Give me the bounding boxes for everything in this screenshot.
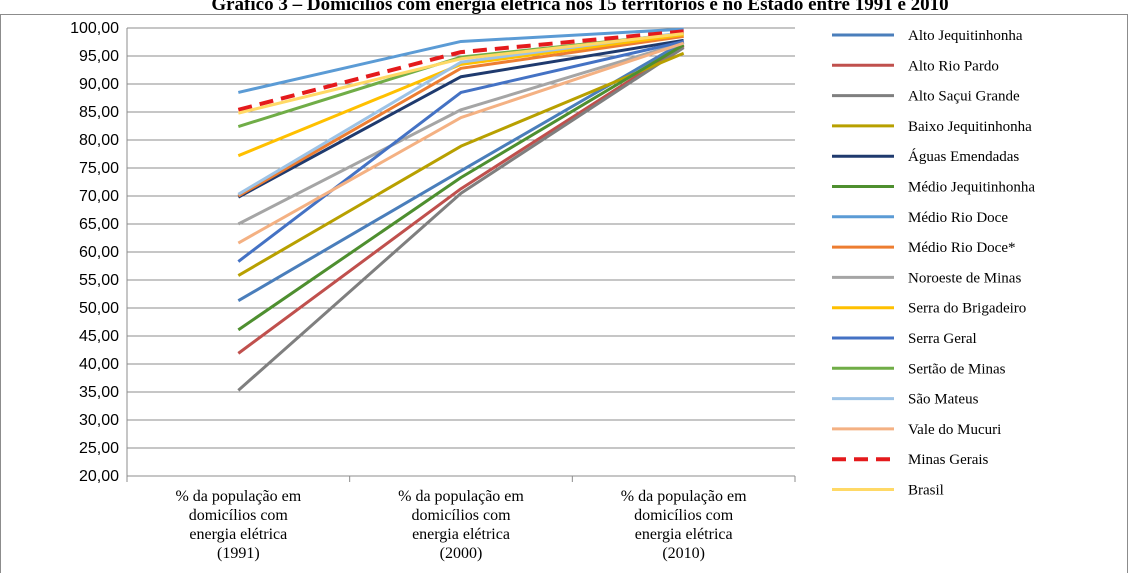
- y-tick-label: 20,00: [79, 468, 119, 485]
- y-tick-label: 30,00: [79, 412, 119, 429]
- y-tick-label: 40,00: [79, 356, 119, 373]
- legend-label: Águas Emendadas: [908, 148, 1019, 165]
- legend-label: Serra Geral: [908, 331, 977, 347]
- x-category-label-line: % da população em: [621, 488, 747, 505]
- x-category-label: % da população em domicílios com energia e…: [175, 488, 301, 562]
- series-line: [237, 44, 685, 355]
- legend-label: Sertão de Minas: [908, 361, 1006, 377]
- x-category-label-line: domicílios com: [411, 507, 511, 524]
- x-axis: % da população em domicílios com energia e…: [126, 476, 796, 562]
- series-lines: [237, 27, 685, 392]
- legend-label: Brasil: [908, 483, 944, 499]
- legend-label: Alto Rio Pardo: [908, 58, 999, 74]
- legend-label: Baixo Jequitinhonha: [908, 119, 1032, 135]
- x-category-label-line: domicílios com: [634, 507, 734, 524]
- legend-label: Minas Gerais: [908, 452, 989, 468]
- x-category-label-line: domicílios com: [189, 507, 289, 524]
- y-tick-label: 90,00: [79, 76, 119, 93]
- series-line: [237, 33, 684, 158]
- x-category-label-line: (1991): [217, 545, 260, 562]
- y-tick-label: 35,00: [79, 384, 119, 401]
- y-tick-label: 25,00: [79, 440, 119, 457]
- y-tick-label: 95,00: [79, 48, 119, 65]
- y-tick-label: 60,00: [79, 244, 119, 261]
- legend-label: São Mateus: [908, 392, 979, 408]
- series-line: [237, 39, 685, 263]
- x-category-label-line: (2000): [440, 545, 483, 562]
- legend-label: Alto Jequitinhonha: [908, 28, 1023, 44]
- x-category-label-line: energia elétrica: [189, 526, 287, 543]
- series-line: [237, 34, 684, 198]
- gridlines: [127, 27, 795, 477]
- chart-title: Gráfico 3 – Domicílios com energia elétr…: [211, 0, 948, 15]
- y-tick-label: 75,00: [79, 160, 119, 177]
- y-tick-label: 55,00: [79, 272, 119, 289]
- y-tick-label: 45,00: [79, 328, 119, 345]
- series-line: [237, 32, 684, 115]
- x-category-label: % da população em domicílios com energia e…: [621, 488, 747, 562]
- x-category-label-line: (2010): [662, 545, 705, 562]
- series-line: [237, 43, 685, 332]
- x-category-label-line: % da população em: [398, 488, 524, 505]
- y-axis: 20,00 25,00 30,00 35,00 40,00 45,00 50,00 55,00…: [70, 20, 128, 485]
- y-tick-label: 85,00: [79, 104, 119, 121]
- series-line: [237, 41, 685, 245]
- legend-label: Médio Rio Doce: [908, 210, 1008, 226]
- y-tick-label: 50,00: [79, 300, 119, 317]
- y-tick-label: 65,00: [79, 216, 119, 233]
- legend-label: Alto Saçui Grande: [908, 89, 1020, 105]
- legend-label: Serra do Brigadeiro: [908, 301, 1026, 317]
- y-tick-label: 70,00: [79, 188, 119, 205]
- x-category-label-line: energia elétrica: [635, 526, 733, 543]
- series-line: [237, 51, 685, 277]
- legend-label: Vale do Mucuri: [908, 422, 1001, 438]
- legend-label: Médio Rio Doce*: [908, 240, 1015, 256]
- x-category-label-line: % da população em: [175, 488, 301, 505]
- series-line: [237, 41, 685, 226]
- series-line: [237, 29, 684, 112]
- x-category-label: % da população em domicílios com energia e…: [398, 488, 524, 562]
- x-category-label-line: energia elétrica: [412, 526, 510, 543]
- series-line: [237, 27, 684, 94]
- legend-label: Médio Jequitinhonha: [908, 180, 1035, 196]
- y-tick-label: 80,00: [79, 132, 119, 149]
- series-line: [237, 38, 684, 199]
- series-line: [237, 46, 685, 392]
- legend: Alto Jequitinhonha Alto Rio Pardo Alto Saç…: [0, 14, 1128, 573]
- legend-label: Noroeste de Minas: [908, 270, 1021, 286]
- y-tick-label: 100,00: [70, 20, 119, 37]
